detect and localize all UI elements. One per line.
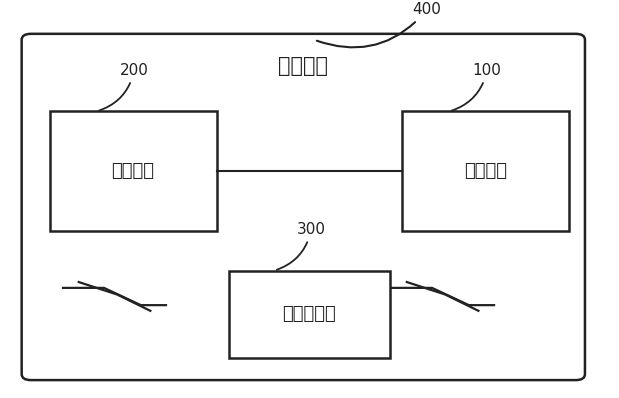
Bar bbox=[50, 111, 217, 231]
Text: 充电云平台: 充电云平台 bbox=[283, 305, 336, 324]
Text: 200: 200 bbox=[99, 62, 149, 111]
Text: 充电设备: 充电设备 bbox=[111, 162, 155, 180]
Text: 400: 400 bbox=[317, 2, 441, 47]
Text: 100: 100 bbox=[452, 62, 501, 111]
FancyBboxPatch shape bbox=[22, 34, 585, 380]
Text: 300: 300 bbox=[277, 222, 326, 270]
Bar bbox=[229, 271, 390, 358]
Text: 充电系统: 充电系统 bbox=[279, 56, 328, 76]
Text: 电动汽车: 电动汽车 bbox=[464, 162, 508, 180]
Bar bbox=[402, 111, 569, 231]
